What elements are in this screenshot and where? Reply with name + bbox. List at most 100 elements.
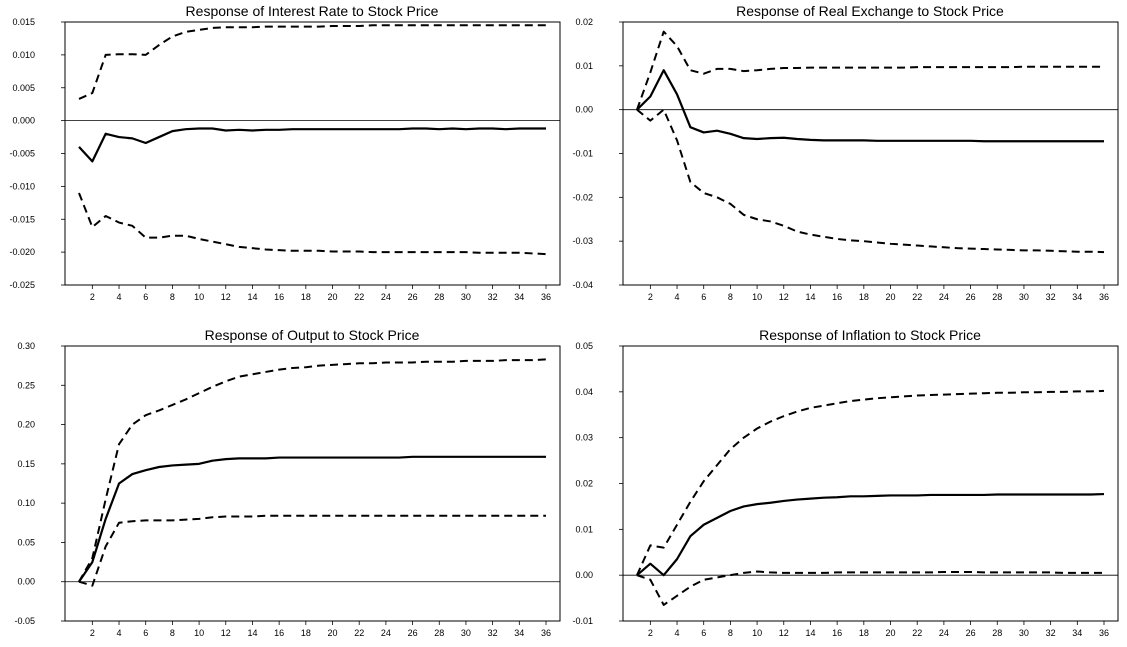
y-tick-label: 0.25 (17, 380, 35, 390)
chart-panel-1: Response of Interest Rate to Stock Price… (9, 3, 561, 302)
x-tick-label: 12 (221, 628, 231, 638)
y-tick-label: -0.05 (14, 616, 35, 626)
chart-panel-3: Response of Output to Stock Price -0.05 0.… (14, 327, 561, 638)
y-tick-label: 0.15 (17, 459, 35, 469)
x-tick-label: 20 (886, 292, 896, 302)
x-tick-label: 22 (912, 292, 922, 302)
series-lower-line (78, 514, 546, 587)
series-response-line (78, 455, 546, 583)
x-tick-label: 20 (328, 628, 338, 638)
series-response-line (78, 127, 546, 163)
y-tick-label: 0.00 (575, 570, 593, 580)
series-lower-line (78, 192, 547, 256)
x-tick-label: 10 (194, 292, 204, 302)
x-tick-label: 4 (675, 292, 680, 302)
x-tick-label: 26 (966, 292, 976, 302)
x-tick-label: 2 (90, 628, 95, 638)
x-tick-label: 18 (301, 628, 311, 638)
chart-title: Response of Real Exchange to Stock Price (736, 3, 1004, 19)
y-tick-label: 0.05 (575, 341, 593, 351)
x-tick-label: 34 (1072, 628, 1082, 638)
x-tick-label: 12 (779, 292, 789, 302)
y-tick-label: 0.010 (12, 50, 35, 60)
y-tick-label: -0.03 (572, 236, 593, 246)
plot-frame (64, 21, 561, 286)
x-tick-label: 22 (354, 292, 364, 302)
x-tick-label: 24 (381, 628, 391, 638)
x-tick-label: 24 (381, 292, 391, 302)
y-tick-label: 0.01 (575, 61, 593, 71)
series-upper-line (78, 24, 546, 100)
y-tick-label: 0.04 (575, 387, 593, 397)
x-tick-label: 18 (859, 292, 869, 302)
y-tick-label: -0.015 (9, 214, 35, 224)
x-tick-label: 12 (779, 628, 789, 638)
y-tick-label: -0.025 (9, 280, 35, 290)
y-tick-label: 0.015 (12, 17, 35, 27)
x-tick-label: 26 (966, 628, 976, 638)
y-tick-label: 0.30 (17, 341, 35, 351)
x-tick-label: 6 (143, 628, 148, 638)
x-tick-label: 24 (939, 292, 949, 302)
y-tick-label: 0.000 (12, 116, 35, 126)
x-tick-label: 8 (170, 628, 175, 638)
x-tick-label: 6 (701, 628, 706, 638)
y-tick-label: -0.01 (572, 149, 593, 159)
series-lower-line (636, 108, 1105, 254)
series-response-line (636, 69, 1104, 143)
x-tick-label: 30 (1019, 628, 1029, 638)
x-tick-label: 28 (992, 628, 1002, 638)
x-tick-label: 28 (434, 628, 444, 638)
x-tick-label: 10 (194, 628, 204, 638)
x-tick-label: 16 (832, 628, 842, 638)
x-tick-label: 8 (170, 292, 175, 302)
y-tick-label: 0.005 (12, 83, 35, 93)
chart-panel-4: Response of Inflation to Stock Price -0.0… (572, 327, 1119, 638)
y-tick-label: 0.05 (17, 537, 35, 547)
x-tick-label: 28 (434, 292, 444, 302)
x-tick-label: 30 (461, 292, 471, 302)
chart-title: Response of Interest Rate to Stock Price (186, 3, 439, 19)
y-tick-label: 0.02 (575, 479, 593, 489)
x-tick-label: 20 (328, 292, 338, 302)
x-tick-label: 6 (701, 292, 706, 302)
y-tick-label: 0.03 (575, 433, 593, 443)
chart-title: Response of Output to Stock Price (205, 327, 420, 343)
y-tick-label: 0.01 (575, 524, 593, 534)
x-tick-label: 32 (488, 292, 498, 302)
x-tick-label: 32 (1046, 628, 1056, 638)
x-tick-label: 16 (832, 292, 842, 302)
series-upper-line (636, 389, 1105, 576)
x-tick-label: 4 (117, 292, 122, 302)
y-tick-label: -0.005 (9, 149, 35, 159)
x-tick-label: 10 (752, 628, 762, 638)
chart-title: Response of Inflation to Stock Price (759, 327, 981, 343)
x-tick-label: 18 (301, 292, 311, 302)
x-tick-label: 18 (859, 628, 869, 638)
x-tick-label: 14 (805, 292, 815, 302)
x-tick-label: 36 (1099, 292, 1109, 302)
x-tick-label: 22 (354, 628, 364, 638)
x-tick-label: 4 (117, 628, 122, 638)
x-tick-label: 20 (886, 628, 896, 638)
y-tick-label: -0.020 (9, 247, 35, 257)
x-tick-label: 14 (247, 628, 257, 638)
x-tick-label: 8 (728, 628, 733, 638)
x-tick-label: 30 (1019, 292, 1029, 302)
x-tick-label: 6 (143, 292, 148, 302)
x-tick-label: 12 (221, 292, 231, 302)
chart-panel-2: Response of Real Exchange to Stock Price… (572, 3, 1119, 302)
y-tick-label: 0.02 (575, 17, 593, 27)
x-tick-label: 22 (912, 628, 922, 638)
x-tick-label: 36 (541, 292, 551, 302)
series-response-line (636, 492, 1105, 577)
y-tick-label: 0.20 (17, 420, 35, 430)
x-tick-label: 36 (1099, 628, 1109, 638)
y-tick-label: -0.01 (572, 616, 593, 626)
y-tick-label: 0.00 (575, 105, 593, 115)
x-tick-label: 32 (1046, 292, 1056, 302)
y-tick-label: 0.10 (17, 498, 35, 508)
y-tick-label: -0.02 (572, 192, 593, 202)
x-tick-label: 34 (514, 628, 524, 638)
